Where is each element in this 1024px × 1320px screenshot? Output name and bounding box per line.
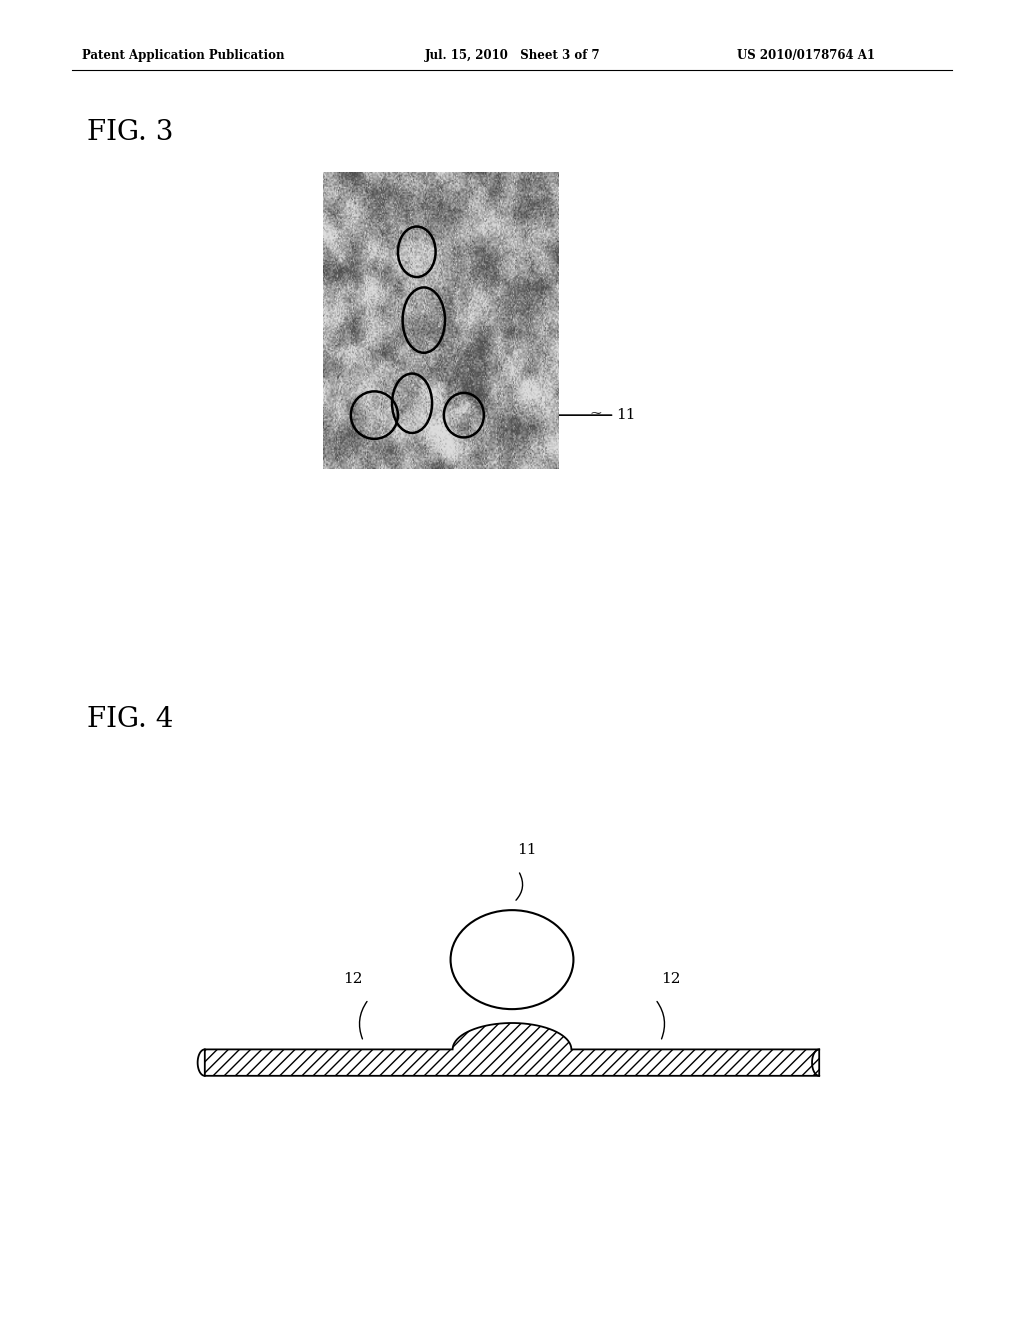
- Text: ~: ~: [590, 407, 602, 421]
- Text: 12: 12: [660, 973, 681, 986]
- Text: 11: 11: [517, 843, 538, 858]
- Text: Jul. 15, 2010   Sheet 3 of 7: Jul. 15, 2010 Sheet 3 of 7: [425, 49, 601, 62]
- Polygon shape: [205, 1023, 819, 1076]
- Text: FIG. 3: FIG. 3: [87, 119, 173, 145]
- Ellipse shape: [451, 911, 573, 1008]
- Text: US 2010/0178764 A1: US 2010/0178764 A1: [737, 49, 876, 62]
- Text: 12: 12: [343, 973, 364, 986]
- Text: 11: 11: [616, 408, 636, 422]
- Text: FIG. 4: FIG. 4: [87, 706, 173, 733]
- Text: Patent Application Publication: Patent Application Publication: [82, 49, 285, 62]
